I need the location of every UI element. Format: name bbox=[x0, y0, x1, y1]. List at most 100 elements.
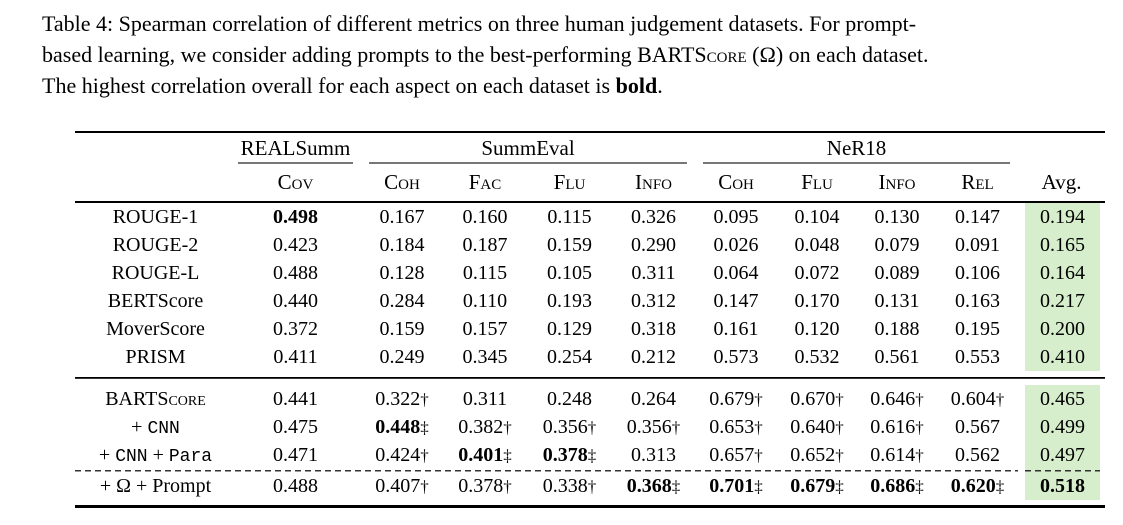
metric-cell: 0.356† bbox=[542, 415, 597, 438]
metric-cell: 0.424† bbox=[375, 443, 429, 466]
table-row: BERTScore 0.440 0.284 0.110 0.193 0.312 0.147 0… bbox=[75, 287, 1106, 315]
metric-cell: 0.657† bbox=[709, 443, 763, 466]
metric-cell: 0.131 bbox=[874, 289, 920, 312]
metric-cell: 0.475 bbox=[273, 415, 318, 438]
group-header-ner18: NeR18 bbox=[695, 133, 1018, 164]
row-label: ROUGE-1 bbox=[112, 205, 199, 228]
metric-cell: 0.382† bbox=[458, 415, 512, 438]
header-label-spacer bbox=[75, 133, 230, 164]
metric-cell: 0.170 bbox=[794, 289, 840, 312]
avg-group-spacer bbox=[1018, 133, 1105, 164]
significance-marker: ‡ bbox=[503, 445, 512, 465]
group-header-label: NeR18 bbox=[826, 136, 887, 160]
significance-marker: † bbox=[587, 476, 597, 496]
column-header-avg: Avg. bbox=[1018, 164, 1106, 203]
metric-cell: 0.188 bbox=[874, 317, 920, 340]
metric-cell: 0.167 bbox=[379, 205, 425, 228]
metric-cell: 0.670† bbox=[790, 387, 844, 410]
metric-cell: 0.064 bbox=[713, 261, 759, 284]
avg-cell: 0.497 bbox=[1018, 441, 1106, 469]
metric-cell: 0.089 bbox=[874, 261, 920, 284]
metric-cell: 0.159 bbox=[547, 233, 592, 256]
column-header-cov-0: Cov bbox=[230, 164, 361, 203]
metric-cell: 0.159 bbox=[379, 317, 425, 340]
significance-marker: † bbox=[754, 417, 763, 437]
metric-cell: 0.701‡ bbox=[709, 474, 763, 497]
metric-cell: 0.338† bbox=[542, 474, 597, 497]
metric-cell: 0.646† bbox=[870, 387, 924, 410]
significance-marker: † bbox=[835, 389, 844, 409]
metric-cell: 0.356† bbox=[626, 415, 681, 438]
caption-line-3: The highest correlation overall for each… bbox=[42, 73, 663, 98]
metric-cell: 0.026 bbox=[713, 233, 759, 256]
metric-cell: 0.095 bbox=[713, 205, 759, 228]
bartscore-smallcaps-text: BARTScore bbox=[637, 42, 747, 67]
metric-cell: 0.532 bbox=[794, 345, 840, 368]
metric-cell: 0.128 bbox=[379, 261, 425, 284]
significance-marker: ‡ bbox=[754, 476, 763, 496]
table-row: ROUGE-1 0.498 0.167 0.160 0.115 0.326 0.095 0.1… bbox=[75, 203, 1106, 231]
metric-cell: 0.326 bbox=[631, 205, 677, 228]
row-label: BARTScore bbox=[105, 387, 206, 410]
metric-cell: 0.322† bbox=[375, 387, 429, 410]
row-label: + Ω + Prompt bbox=[99, 474, 212, 497]
column-header-flu-6: Flu bbox=[777, 164, 858, 203]
significance-marker: † bbox=[995, 389, 1005, 409]
metric-cell: 0.562 bbox=[955, 443, 1001, 466]
significance-marker: ‡ bbox=[915, 476, 924, 496]
results-table: REALSumm SummEval NeR18 Cov Coh Fac Flu Info Co… bbox=[75, 131, 1106, 508]
metric-cell: 0.686‡ bbox=[870, 474, 924, 497]
metric-cell: 0.311 bbox=[631, 261, 676, 284]
significance-marker: ‡ bbox=[587, 445, 597, 465]
metric-cell: 0.488 bbox=[273, 474, 318, 497]
metric-cell: 0.411 bbox=[273, 345, 318, 368]
avg-cell: 0.217 bbox=[1018, 287, 1106, 315]
avg-cell: 0.499 bbox=[1018, 413, 1106, 441]
metric-cell: 0.072 bbox=[794, 261, 840, 284]
group-header-realsumm: REALSumm bbox=[230, 133, 361, 164]
metric-cell: 0.423 bbox=[273, 233, 318, 256]
metric-cell: 0.147 bbox=[955, 205, 1001, 228]
row-label: + CNN bbox=[131, 415, 180, 439]
row-label: ROUGE-2 bbox=[112, 233, 199, 256]
caption-bold-word: bold bbox=[615, 73, 658, 98]
metric-cell: 0.614† bbox=[870, 443, 924, 466]
significance-marker: ‡ bbox=[420, 417, 429, 437]
group-header-summeval: SummEval bbox=[361, 133, 695, 164]
metric-cell: 0.129 bbox=[547, 317, 592, 340]
significance-marker: † bbox=[835, 417, 844, 437]
metric-cell: 0.471 bbox=[273, 443, 318, 466]
significance-marker: † bbox=[835, 445, 844, 465]
avg-cell: 0.194 bbox=[1018, 203, 1106, 231]
metric-cell: 0.313 bbox=[631, 443, 677, 466]
significance-marker: † bbox=[503, 476, 512, 496]
metric-cell: 0.488 bbox=[273, 261, 318, 284]
metric-cell: 0.378† bbox=[458, 474, 512, 497]
metric-cell: 0.120 bbox=[794, 317, 840, 340]
table-caption: Table 4: Spearman correlation of differe… bbox=[42, 8, 1092, 101]
table-row: ROUGE-2 0.423 0.184 0.187 0.159 0.290 0.026 0.0… bbox=[75, 231, 1106, 259]
significance-marker: † bbox=[671, 417, 681, 437]
dashed-divider bbox=[75, 469, 1106, 472]
significance-marker: ‡ bbox=[671, 476, 681, 496]
row-label: BERTScore bbox=[107, 289, 204, 312]
column-header-flu-3: Flu bbox=[527, 164, 612, 203]
group-header-row: REALSumm SummEval NeR18 bbox=[75, 133, 1105, 164]
group-underline bbox=[238, 162, 353, 164]
table-row: ROUGE-L 0.488 0.128 0.115 0.105 0.311 0.064 0.0… bbox=[75, 259, 1106, 287]
metric-cell: 0.640† bbox=[790, 415, 844, 438]
avg-cell: 0.165 bbox=[1018, 231, 1106, 259]
metric-cell: 0.553 bbox=[955, 345, 1001, 368]
metric-cell: 0.290 bbox=[631, 233, 677, 256]
metric-cell: 0.254 bbox=[547, 345, 592, 368]
metric-cell: 0.193 bbox=[547, 289, 592, 312]
metric-cell: 0.163 bbox=[955, 289, 1001, 312]
group-header-label: REALSumm bbox=[240, 136, 351, 160]
significance-marker: ‡ bbox=[995, 476, 1005, 496]
metric-cell: 0.653† bbox=[709, 415, 763, 438]
metric-cell: 0.573 bbox=[713, 345, 759, 368]
row-label: + CNN + Para bbox=[98, 443, 213, 467]
metric-cell: 0.079 bbox=[874, 233, 920, 256]
table-row: + Ω + Prompt 0.488 0.407† 0.378† 0.338† 0.368… bbox=[75, 472, 1106, 500]
